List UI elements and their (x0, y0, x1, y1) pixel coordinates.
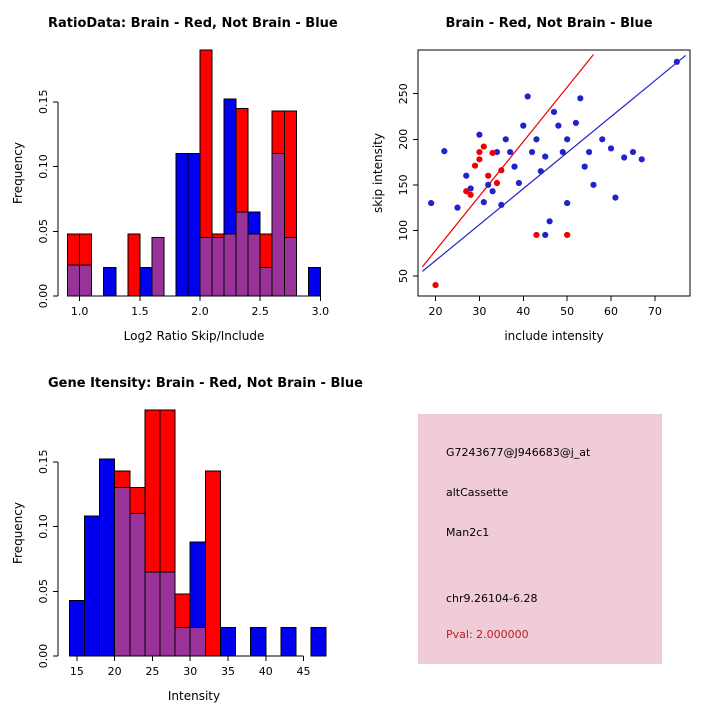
svg-text:Frequency: Frequency (11, 502, 25, 564)
svg-text:50: 50 (560, 305, 574, 318)
svg-text:50: 50 (397, 269, 410, 283)
svg-text:0.15: 0.15 (37, 90, 50, 115)
svg-text:1.0: 1.0 (71, 305, 89, 318)
svg-text:15: 15 (70, 665, 84, 678)
svg-text:30: 30 (472, 305, 486, 318)
svg-text:60: 60 (604, 305, 618, 318)
gene-histogram-chart: 15 20 25 30 35 40 45 0.00 0.05 0.10 0.15 Intensity F… (11, 409, 327, 703)
svg-text:20: 20 (108, 665, 122, 678)
pval-text: Pval: 2.000000 (446, 628, 529, 641)
gene-info-box: G7243677@J946683@j_at altCassette Man2c1… (418, 414, 662, 664)
svg-text:0.00: 0.00 (37, 644, 50, 669)
svg-text:100: 100 (397, 220, 410, 241)
svg-text:include intensity: include intensity (504, 329, 603, 343)
svg-text:0.05: 0.05 (37, 219, 50, 244)
svg-text:0.10: 0.10 (37, 514, 50, 539)
chromosome-location-text: chr9.26104-6.28 (446, 592, 538, 605)
svg-text:25: 25 (145, 665, 159, 678)
svg-text:0.15: 0.15 (37, 450, 50, 475)
svg-text:Log2 Ratio Skip/Include: Log2 Ratio Skip/Include (124, 329, 265, 343)
gene-histogram-title: Gene Itensity: Brain - Red, Not Brain - … (48, 376, 363, 391)
intensity-scatter-chart: 20 30 40 50 60 70 50 100 150 200 250 include intens… (371, 49, 691, 343)
svg-text:40: 40 (516, 305, 530, 318)
svg-text:0.05: 0.05 (37, 579, 50, 604)
svg-text:35: 35 (221, 665, 235, 678)
event-type-text: altCassette (446, 486, 509, 499)
svg-text:150: 150 (397, 174, 410, 195)
svg-text:200: 200 (397, 129, 410, 150)
ratio-histogram-panel: RatioData: Brain - Red, Not Brain - Blue… (0, 0, 360, 360)
svg-text:Frequency: Frequency (11, 142, 25, 204)
gene-info-panel: G7243677@J946683@j_at altCassette Man2c1… (360, 360, 720, 720)
svg-text:20: 20 (429, 305, 443, 318)
svg-text:0.00: 0.00 (37, 284, 50, 309)
gene-histogram-panel: Gene Itensity: Brain - Red, Not Brain - … (0, 360, 363, 720)
svg-text:250: 250 (397, 83, 410, 104)
intensity-scatter-title: Brain - Red, Not Brain - Blue (445, 16, 653, 31)
svg-text:skip intensity: skip intensity (371, 133, 385, 213)
svg-text:3.0: 3.0 (312, 305, 330, 318)
svg-text:30: 30 (183, 665, 197, 678)
ratio-histogram-title: RatioData: Brain - Red, Not Brain - Blue (48, 16, 338, 31)
ratio-histogram-chart: 1.0 1.5 2.0 2.5 3.0 0.00 0.05 0.10 0.15 Log2 Rati… (11, 49, 330, 343)
svg-text:1.5: 1.5 (131, 305, 149, 318)
svg-text:Intensity: Intensity (168, 689, 220, 703)
intensity-scatter-panel: Brain - Red, Not Brain - Blue 20 30 40 50 60… (360, 0, 720, 360)
svg-text:40: 40 (259, 665, 273, 678)
svg-text:45: 45 (297, 665, 311, 678)
svg-text:2.0: 2.0 (191, 305, 209, 318)
svg-text:2.5: 2.5 (251, 305, 269, 318)
probe-id-text: G7243677@J946683@j_at (446, 446, 591, 459)
gene-name-text: Man2c1 (446, 526, 490, 539)
svg-text:70: 70 (648, 305, 662, 318)
svg-text:0.10: 0.10 (37, 154, 50, 179)
